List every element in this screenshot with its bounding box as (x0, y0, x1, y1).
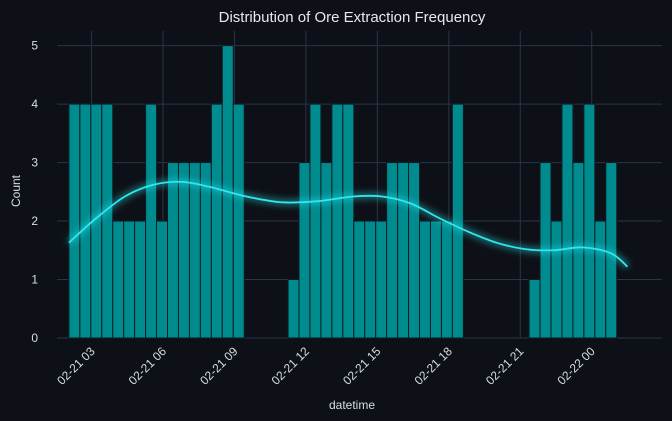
y-axis-label: Count (9, 174, 23, 207)
histogram-bar (287, 279, 300, 339)
histogram-bar (145, 103, 158, 339)
y-tick-label: 1 (31, 273, 38, 287)
y-tick-label: 0 (31, 331, 38, 345)
y-axis-ticks: 0 1 2 3 4 5 (31, 39, 38, 345)
histogram-bar (528, 279, 541, 339)
histogram-bar (123, 220, 136, 339)
histogram-bar (429, 220, 442, 339)
histogram-bar (331, 103, 344, 339)
histogram-bar (342, 103, 355, 339)
histogram-bar (177, 162, 190, 339)
histogram-bar (594, 220, 607, 339)
histogram-bar (353, 220, 366, 339)
histogram-bar (68, 103, 81, 339)
chart-title: Distribution of Ore Extraction Frequency (219, 9, 486, 26)
histogram-bar (134, 220, 147, 339)
x-axis-label: datetime (329, 398, 375, 412)
histogram-bar (550, 220, 563, 339)
histogram-bar (167, 162, 179, 339)
y-tick-label: 3 (31, 156, 38, 170)
y-tick-label: 4 (31, 97, 38, 111)
histogram-bar (112, 220, 125, 339)
histogram-bar (386, 162, 399, 339)
histogram-bar (298, 162, 311, 339)
histogram-bar (561, 103, 574, 339)
histogram-bar (320, 162, 333, 339)
y-tick-label: 2 (31, 214, 38, 228)
histogram-bar (210, 103, 223, 339)
histogram-bar (309, 103, 322, 339)
histogram-bar (451, 103, 464, 339)
y-tick-label: 5 (31, 39, 38, 53)
histogram-bar (364, 220, 377, 339)
histogram-bar (408, 162, 421, 339)
histogram-bar (419, 220, 431, 339)
histogram-bar (375, 220, 388, 339)
histogram-bar (188, 162, 201, 339)
histogram-bar (101, 103, 114, 339)
kde-curve (66, 178, 630, 269)
histogram-bar (156, 220, 169, 339)
histogram-bar (583, 103, 596, 339)
histogram-bar (440, 220, 453, 339)
histogram-bar (232, 103, 245, 339)
histogram-bar (397, 162, 410, 339)
kde-line (68, 180, 629, 268)
